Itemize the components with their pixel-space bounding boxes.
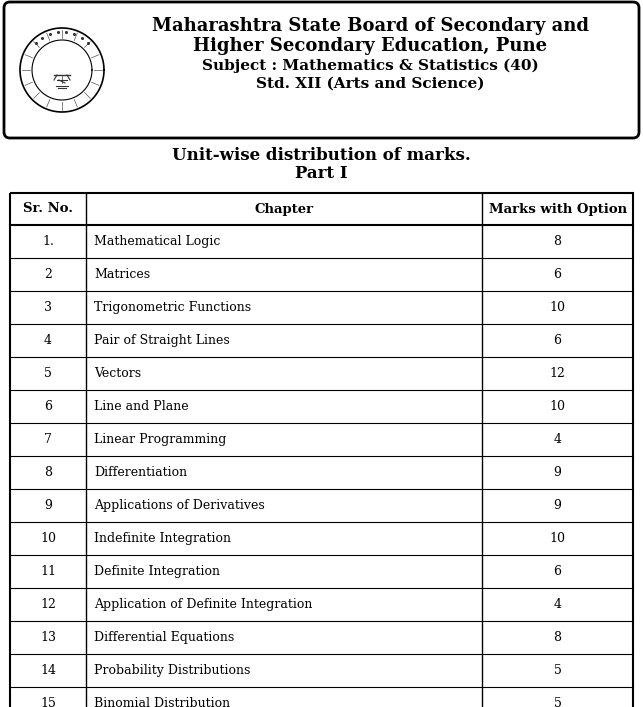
Text: 6: 6	[44, 400, 52, 413]
Text: 4: 4	[44, 334, 52, 347]
Text: Applications of Derivatives: Applications of Derivatives	[94, 499, 265, 512]
Text: 13: 13	[40, 631, 56, 644]
Text: 4: 4	[554, 598, 561, 611]
Text: Maharashtra State Board of Secondary and: Maharashtra State Board of Secondary and	[152, 17, 588, 35]
Text: 6: 6	[554, 565, 561, 578]
Text: 4: 4	[554, 433, 561, 446]
Text: 5: 5	[554, 664, 561, 677]
Text: Subject : Mathematics & Statistics (40): Subject : Mathematics & Statistics (40)	[202, 59, 538, 74]
Text: 6: 6	[554, 268, 561, 281]
Text: Differentiation: Differentiation	[94, 466, 187, 479]
Text: 10: 10	[550, 301, 566, 314]
Text: Pair of Straight Lines: Pair of Straight Lines	[94, 334, 230, 347]
Text: 9: 9	[554, 499, 561, 512]
Text: Binomial Distribution: Binomial Distribution	[94, 697, 230, 707]
Text: Indefinite Integration: Indefinite Integration	[94, 532, 231, 545]
Bar	[10, 193, 633, 707]
Text: 10: 10	[550, 532, 566, 545]
Text: Application of Definite Integration: Application of Definite Integration	[94, 598, 312, 611]
Text: Probability Distributions: Probability Distributions	[94, 664, 250, 677]
Text: Differential Equations: Differential Equations	[94, 631, 234, 644]
Text: Linear Programming: Linear Programming	[94, 433, 226, 446]
Text: 9: 9	[554, 466, 561, 479]
Text: 7: 7	[44, 433, 52, 446]
Text: 2: 2	[44, 268, 52, 281]
Text: 6: 6	[554, 334, 561, 347]
FancyBboxPatch shape	[4, 2, 639, 138]
Text: 11: 11	[40, 565, 56, 578]
Text: Trigonometric Functions: Trigonometric Functions	[94, 301, 251, 314]
Text: 10: 10	[40, 532, 56, 545]
Text: Matrices: Matrices	[94, 268, 150, 281]
Text: 12: 12	[550, 367, 566, 380]
Text: Chapter: Chapter	[255, 202, 314, 216]
Text: Vectors: Vectors	[94, 367, 141, 380]
Text: 14: 14	[40, 664, 56, 677]
Text: Unit-wise distribution of marks.: Unit-wise distribution of marks.	[172, 146, 471, 163]
Text: Std. XII (Arts and Science): Std. XII (Arts and Science)	[256, 77, 484, 91]
Text: Higher Secondary Education, Pune: Higher Secondary Education, Pune	[193, 37, 547, 55]
Text: Line and Plane: Line and Plane	[94, 400, 188, 413]
Text: 10: 10	[550, 400, 566, 413]
Text: 12: 12	[40, 598, 56, 611]
Text: 8: 8	[44, 466, 52, 479]
Text: 5: 5	[554, 697, 561, 707]
Text: 15: 15	[40, 697, 56, 707]
Text: Sr. No.: Sr. No.	[23, 202, 73, 216]
Text: 8: 8	[554, 235, 561, 248]
Text: 3: 3	[44, 301, 52, 314]
Text: Marks with Option: Marks with Option	[489, 202, 627, 216]
Text: 9: 9	[44, 499, 52, 512]
Text: Mathematical Logic: Mathematical Logic	[94, 235, 221, 248]
Text: Part I: Part I	[295, 165, 348, 182]
Text: Definite Integration: Definite Integration	[94, 565, 220, 578]
Text: 1.: 1.	[42, 235, 54, 248]
Text: 8: 8	[554, 631, 561, 644]
Text: 5: 5	[44, 367, 52, 380]
